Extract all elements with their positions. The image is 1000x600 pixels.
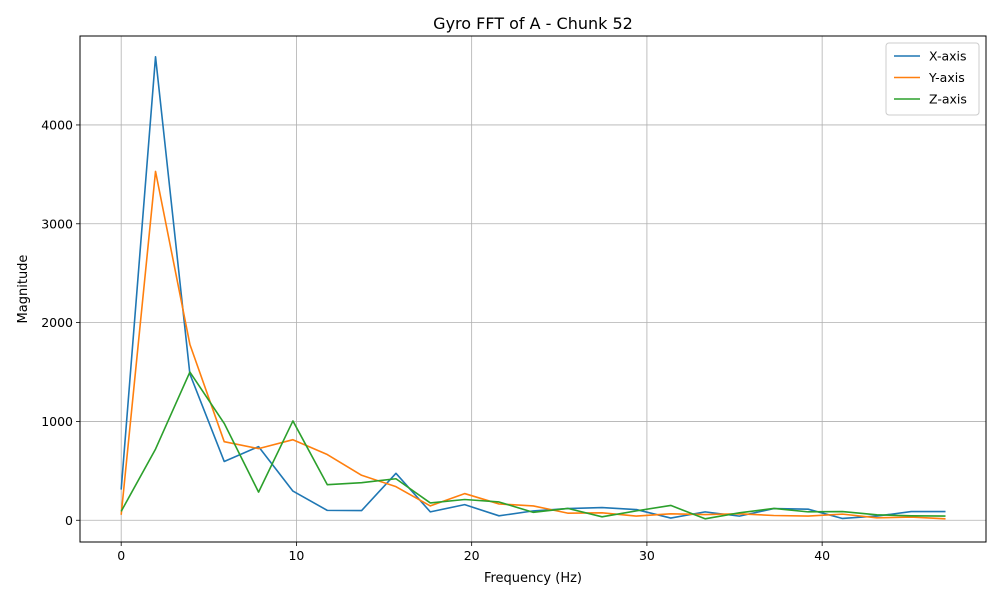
x-tick-label: 20 (464, 548, 480, 563)
grid-lines (80, 36, 986, 542)
legend-label-y-axis: Y-axis (928, 70, 965, 85)
y-axis-ticks: 0 1000 2000 3000 4000 (41, 117, 80, 528)
y-tick-label: 3000 (41, 216, 73, 231)
series-line-x-axis (120, 55, 946, 520)
x-tick-label: 30 (639, 548, 655, 563)
chart-title: Gyro FFT of A - Chunk 52 (433, 14, 633, 33)
y-axis-label: Magnitude (16, 255, 31, 324)
plot-area-frame (79, 35, 987, 543)
series-lines (120, 55, 946, 520)
x-tick-label: 40 (814, 548, 830, 563)
x-tick-label: 10 (288, 548, 304, 563)
x-axis-label: Frequency (Hz) (484, 571, 582, 586)
series-line-z-axis (120, 371, 946, 520)
y-tick-label: 1000 (41, 414, 73, 429)
legend-label-z-axis: Z-axis (929, 92, 967, 107)
y-tick-label: 4000 (41, 117, 73, 132)
legend-box (885, 42, 980, 116)
legend: X-axis Y-axis Z-axis (885, 42, 980, 116)
y-tick-label: 2000 (41, 315, 73, 330)
legend-label-x-axis: X-axis (929, 49, 967, 64)
y-tick-label: 0 (65, 513, 73, 528)
series-line-y-axis (120, 170, 946, 520)
x-tick-label: 0 (117, 548, 125, 563)
x-axis-ticks: 0 10 20 30 40 (117, 542, 830, 563)
